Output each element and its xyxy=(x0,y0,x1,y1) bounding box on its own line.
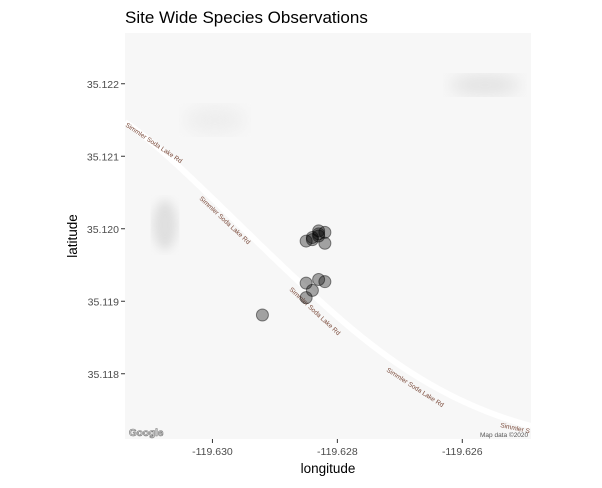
scatter-point xyxy=(305,233,319,247)
terrain-shade xyxy=(153,200,177,250)
scatter-point xyxy=(255,308,269,322)
google-logo: Google xyxy=(129,428,164,439)
scatter-point xyxy=(299,291,313,305)
scatter-point xyxy=(299,234,313,248)
y-axis: 35.118 35.119 35.120 35.121 35.122 xyxy=(87,79,125,381)
x-tick-label: -119.626 xyxy=(442,446,483,458)
map-credit: Map data ©2020 xyxy=(480,431,529,439)
x-axis-title: longitude xyxy=(301,461,356,476)
scatter-point xyxy=(318,236,332,250)
x-axis: -119.630 -119.628 -119.626 xyxy=(192,439,483,458)
scatter-point xyxy=(312,273,326,286)
chart-title: Site Wide Species Observations xyxy=(125,8,368,27)
scatter-point xyxy=(318,225,332,239)
scatter-point xyxy=(299,276,313,290)
map-background xyxy=(125,33,531,439)
y-tick-label: 35.122 xyxy=(87,79,119,91)
scatter-point xyxy=(318,275,332,289)
terrain-shade xyxy=(185,106,245,134)
scatter-point xyxy=(305,283,319,297)
y-axis-title: latitude xyxy=(65,214,80,258)
x-tick-label: -119.628 xyxy=(317,446,358,458)
y-tick-label: 35.119 xyxy=(88,296,119,308)
scatter-point xyxy=(305,230,319,244)
x-tick-label: -119.630 xyxy=(192,446,233,458)
y-tick-label: 35.120 xyxy=(87,224,119,236)
scatter-point xyxy=(312,224,326,238)
scatter-points xyxy=(255,224,332,322)
scatter-point xyxy=(312,227,326,241)
road-line xyxy=(123,119,532,429)
y-tick-label: 35.118 xyxy=(88,369,119,381)
scatter-point xyxy=(312,229,326,243)
y-tick-label: 35.121 xyxy=(87,151,119,163)
basemap: Simmler Soda Lake Rd Simmler Soda Lake R… xyxy=(123,33,532,439)
terrain-shade xyxy=(450,75,520,95)
